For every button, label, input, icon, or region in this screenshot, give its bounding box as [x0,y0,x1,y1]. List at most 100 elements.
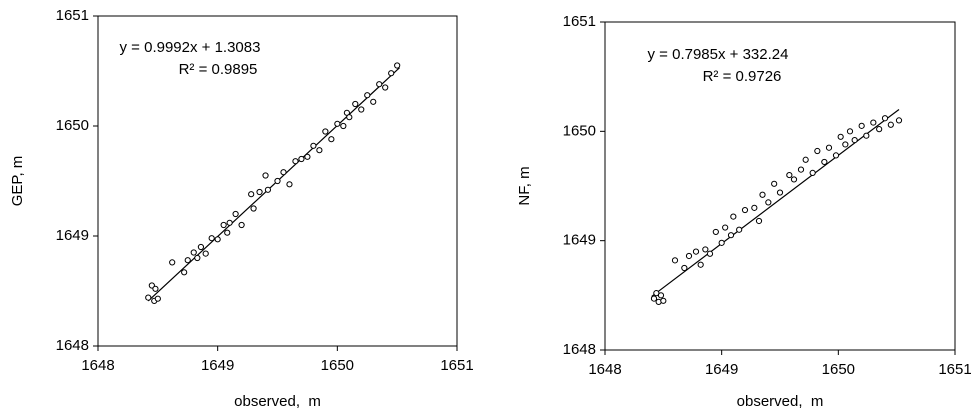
data-point [322,128,329,135]
equation: y = 0.7985x + 332.24 [648,46,789,63]
data-point [751,204,758,211]
data-point [765,199,772,206]
data-point [248,191,255,198]
data-point [722,224,729,231]
data-point [181,269,188,276]
equation: y = 0.9992x + 1.3083 [120,39,261,56]
y-tick-label: 1649 [56,227,89,244]
data-point [718,239,725,246]
data-point [802,156,809,163]
data-point [394,62,401,69]
data-point [776,189,784,196]
data-point [382,84,389,91]
data-point [208,235,215,242]
y-tick-label: 1648 [563,341,596,358]
x-axis-label: observed, m [234,393,321,410]
data-point [224,229,231,236]
data-point [825,144,833,151]
data-point [657,292,665,299]
y-axis-label: NF, m [516,166,533,205]
data-point [895,117,903,124]
data-point [887,121,894,128]
y-tick-label: 1651 [56,7,89,24]
data-point [310,142,317,149]
data-point [292,158,299,165]
trendline [147,67,400,302]
data-point [650,295,658,302]
data-point [152,285,159,292]
data-point [821,158,828,166]
data-point [842,141,849,148]
data-point [238,221,245,229]
data-point [364,92,371,99]
data-point [786,171,793,179]
data-point [214,236,221,243]
data-point [154,295,161,302]
data-point [250,205,257,212]
data-point [730,213,737,220]
data-point [755,217,763,225]
data-point [376,81,383,88]
x-tick-label: 1649 [705,361,738,378]
data-point [837,133,844,140]
data-point [685,252,693,260]
r-squared: R² = 0.9895 [179,61,258,78]
r-squared: R² = 0.9726 [703,68,782,85]
data-point [328,136,335,143]
y-axis-label: GEP, m [9,156,26,207]
data-point [863,132,870,139]
data-point [832,152,840,159]
x-tick-label: 1648 [588,361,621,378]
data-point [232,210,239,218]
data-point [388,70,395,77]
data-point [809,169,816,176]
data-point [692,248,700,255]
data-point [727,232,735,239]
data-point [226,219,233,226]
data-point [702,246,709,253]
x-tick-label: 1651 [938,361,971,378]
data-point [346,114,353,121]
data-point [671,257,679,264]
data-point [681,264,688,272]
data-point [197,243,205,251]
y-tick-label: 1649 [563,232,596,249]
data-point [220,221,227,229]
data-point [697,261,704,268]
data-point [184,257,191,264]
trendline [651,108,900,297]
data-point [280,169,287,176]
x-tick-label: 1649 [201,357,234,374]
data-point [846,128,854,135]
y-tick-label: 1648 [56,337,89,354]
data-point [736,226,743,233]
data-point [264,186,272,193]
data-point [304,153,311,160]
data-point [256,188,263,196]
data-point [876,126,883,133]
data-point [814,147,821,155]
data-point [316,147,323,154]
data-point [169,259,176,266]
data-point [274,177,281,185]
data-point [858,122,865,129]
data-point [870,119,877,126]
data-point [190,249,197,256]
data-point [202,250,209,257]
x-tick-label: 1648 [81,357,114,374]
data-point [262,172,269,179]
data-point [851,136,858,144]
x-tick-label: 1650 [822,361,855,378]
data-point [797,166,805,173]
data-point [759,191,766,198]
data-point [712,228,719,236]
x-tick-label: 1651 [440,357,473,374]
plot-frame [604,21,956,351]
data-point [771,180,778,187]
y-tick-label: 1650 [563,122,596,139]
data-point [741,206,749,214]
data-point [286,181,293,188]
data-point [790,176,798,183]
plot-frame [97,15,458,347]
